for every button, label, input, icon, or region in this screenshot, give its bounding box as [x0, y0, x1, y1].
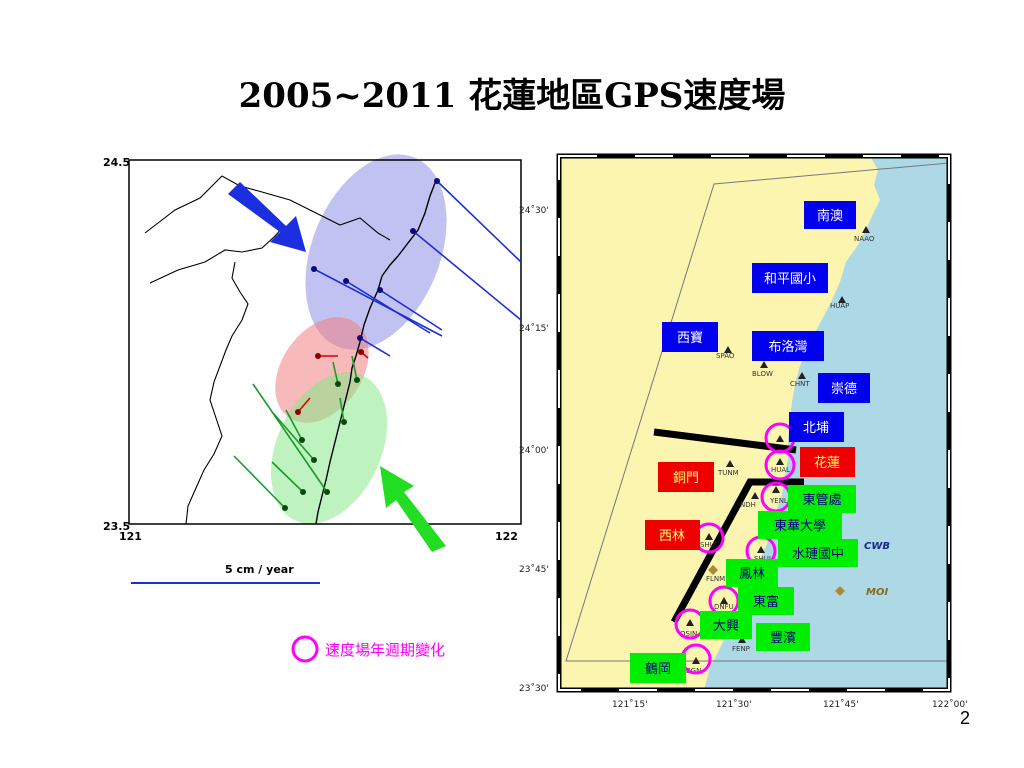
right-map-frame [556, 153, 952, 693]
station-code: YENL [769, 497, 788, 505]
label-hualien: 花蓮 [814, 455, 840, 471]
green-motion-arrow [380, 466, 446, 552]
county-boundary [144, 175, 391, 241]
station-code: DNFU [714, 603, 734, 611]
station-code: NAAO [854, 235, 875, 243]
blue-station-dots [311, 178, 440, 341]
label-chongde: 崇德 [831, 382, 857, 397]
station-code: CHNT [790, 380, 810, 388]
slide-title: 2005~2011 花蓮地區GPS速度場 [238, 76, 786, 116]
label-fengbin: 豐濱 [770, 631, 796, 646]
label-donghua: 東華大學 [774, 518, 826, 534]
red-label-boxes [645, 447, 855, 550]
label-beipu: 北埔 [803, 421, 829, 436]
lat-label: 24˚00' [519, 445, 549, 456]
page-number: 2 [959, 708, 970, 728]
lat-label: 23˚30' [519, 683, 549, 694]
label-shuilian: 水璉國中 [792, 547, 844, 562]
moi-label: MOI [866, 587, 888, 598]
label-hegang: 鶴岡 [645, 661, 671, 677]
blue-velocity-vectors [313, 180, 522, 357]
station-code: NDH [740, 501, 756, 509]
station-code: FLNM [706, 575, 725, 583]
coastline [315, 177, 438, 525]
blue-label-boxes [662, 201, 870, 442]
label-xilin: 西林 [659, 529, 685, 544]
green-velocity-vectors [233, 355, 358, 509]
lon-label: 122˚00' [932, 699, 968, 710]
lat-label: 24˚30' [519, 205, 549, 216]
station-code: BLOW [752, 370, 773, 378]
label-buluowan: 布洛灣 [768, 340, 807, 355]
station-code: HUAP [830, 302, 849, 310]
county-boundary [185, 261, 249, 525]
cwb-label: CWB [864, 541, 890, 552]
lat-label: 24˚15' [519, 323, 549, 334]
fault-line [670, 478, 804, 624]
label-heping: 和平國小 [764, 272, 816, 287]
scale-label: 5 cm / year [225, 563, 294, 576]
green-station-dots [282, 377, 360, 511]
green-label-texts: 東管處 東華大學 水璉國中 鳳林 東富 大興 豐濱 鶴岡 [645, 492, 844, 677]
blue-zone-ellipse [305, 154, 447, 350]
station-code: SHUI [700, 541, 717, 549]
station-code: TUNM [717, 469, 739, 477]
lon-label: 121˚30' [716, 699, 752, 710]
lat-top-label: 24.5 [103, 156, 130, 169]
green-label-boxes [630, 485, 858, 683]
blue-label-texts: 南澳 和平國小 西寶 布洛灣 崇德 北埔 [677, 208, 857, 436]
label-xibao: 西寶 [677, 330, 703, 346]
station-code: FENP [732, 645, 750, 653]
red-station-dots [295, 349, 364, 415]
station-code: HUAL [771, 466, 790, 474]
lon-right-label: 122 [495, 530, 518, 543]
fault-line [653, 428, 797, 454]
label-dongfu: 東富 [753, 594, 779, 610]
county-boundary [149, 224, 286, 284]
station-code: OSIN [680, 630, 697, 638]
label-tongmen: 銅門 [673, 471, 699, 486]
red-label-texts: 花蓮 銅門 西林 [659, 455, 840, 544]
label-daxing: 大興 [713, 619, 739, 634]
station-triangles [686, 226, 870, 664]
moi-station-icon [835, 586, 845, 596]
lat-label: 23˚45' [519, 564, 549, 575]
lon-label: 121˚15' [612, 699, 648, 710]
station-code: BGN [686, 667, 701, 675]
lat-bottom-label: 23.5 [103, 520, 130, 533]
label-nanao: 南澳 [817, 208, 843, 224]
left-map-frame [128, 159, 522, 525]
lon-left-label: 121 [119, 530, 142, 543]
flnm-station-icon [708, 565, 718, 575]
label-fenglin: 鳳林 [739, 567, 765, 582]
label-dongguanchu: 東管處 [802, 492, 841, 508]
station-code: SPAO [716, 352, 735, 360]
legend-circle-icon [291, 635, 319, 663]
lon-label: 121˚45' [823, 699, 859, 710]
blue-motion-arrow [228, 182, 306, 252]
legend-label: 速度場年週期變化 [325, 641, 445, 659]
